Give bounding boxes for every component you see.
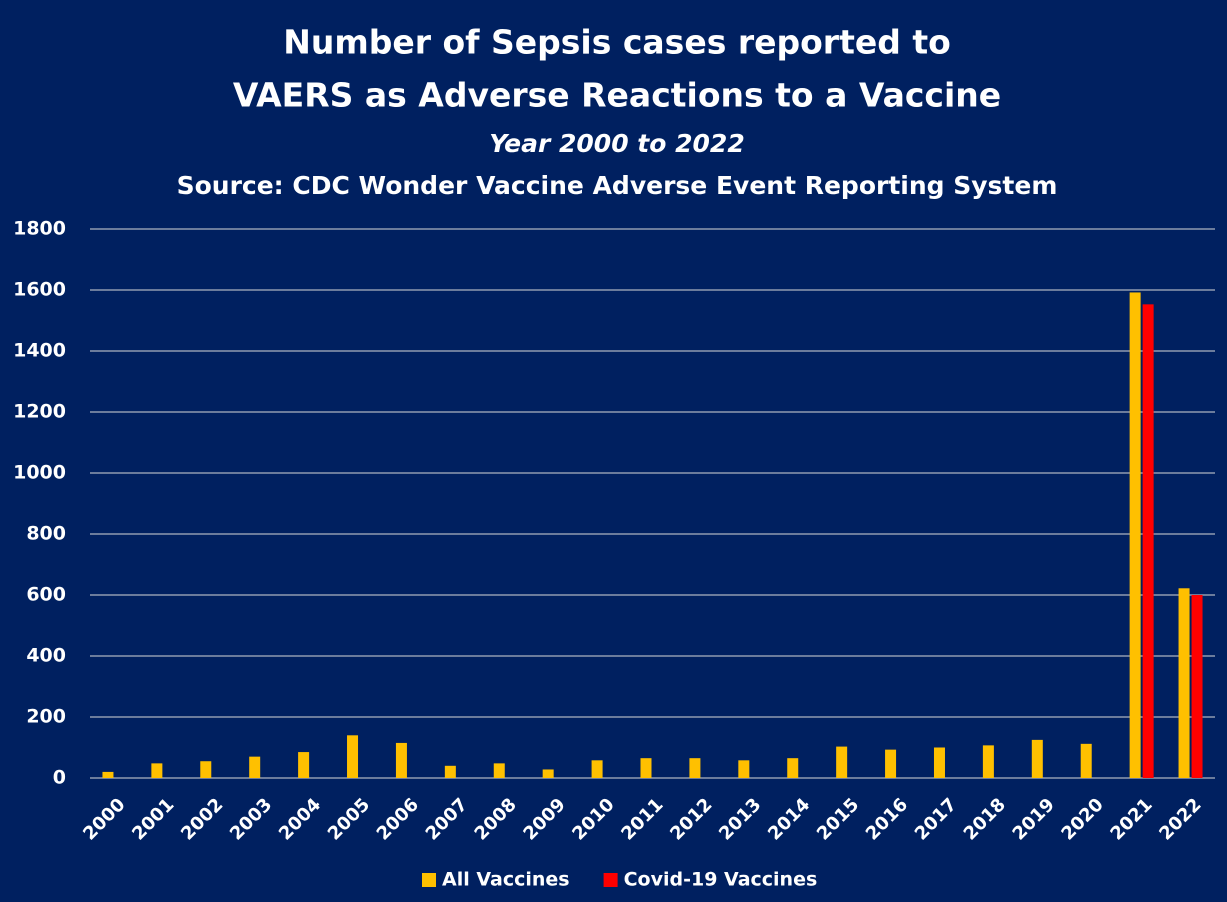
bar [1191,595,1203,778]
bar [738,760,750,778]
y-tick-label: 200 [26,706,66,728]
bar [542,769,554,778]
bar [885,749,897,778]
chart-subtitle: Year 2000 to 2022 [489,129,744,158]
bar [787,758,799,778]
y-tick-label: 800 [26,523,66,545]
bar [395,742,407,778]
bar [982,745,994,778]
y-tick-label: 1000 [13,462,66,484]
legend-label: Covid-19 Vaccines [624,869,818,891]
bar [1129,292,1141,778]
bar [1142,304,1154,778]
bar [1080,743,1092,778]
bar [102,771,114,778]
bar [591,760,603,778]
legend-swatch [603,873,618,887]
y-tick-label: 400 [26,645,66,667]
bar [1178,588,1190,778]
bar [493,763,505,778]
y-tick-label: 1400 [13,340,66,362]
chart-title: VAERS as Adverse Reactions to a Vaccine [233,76,1001,115]
legend-label: All Vaccines [442,869,570,891]
y-tick-label: 600 [26,584,66,606]
bar [200,761,212,778]
bar [151,763,163,778]
bar [1031,739,1043,778]
y-tick-label: 0 [53,767,66,789]
chart-source: Source: CDC Wonder Vaccine Adverse Event… [177,171,1058,200]
bar [298,752,310,778]
y-tick-label: 1800 [13,218,66,240]
bar [640,758,652,778]
bar [689,758,701,778]
y-tick-label: 1600 [13,279,66,301]
y-tick-label: 1200 [13,401,66,423]
bar [347,735,359,778]
legend-swatch [422,873,436,887]
bar [249,756,261,778]
bar [444,765,456,778]
bar [933,747,945,778]
chart-title: Number of Sepsis cases reported to [283,23,951,62]
bar [836,746,848,778]
